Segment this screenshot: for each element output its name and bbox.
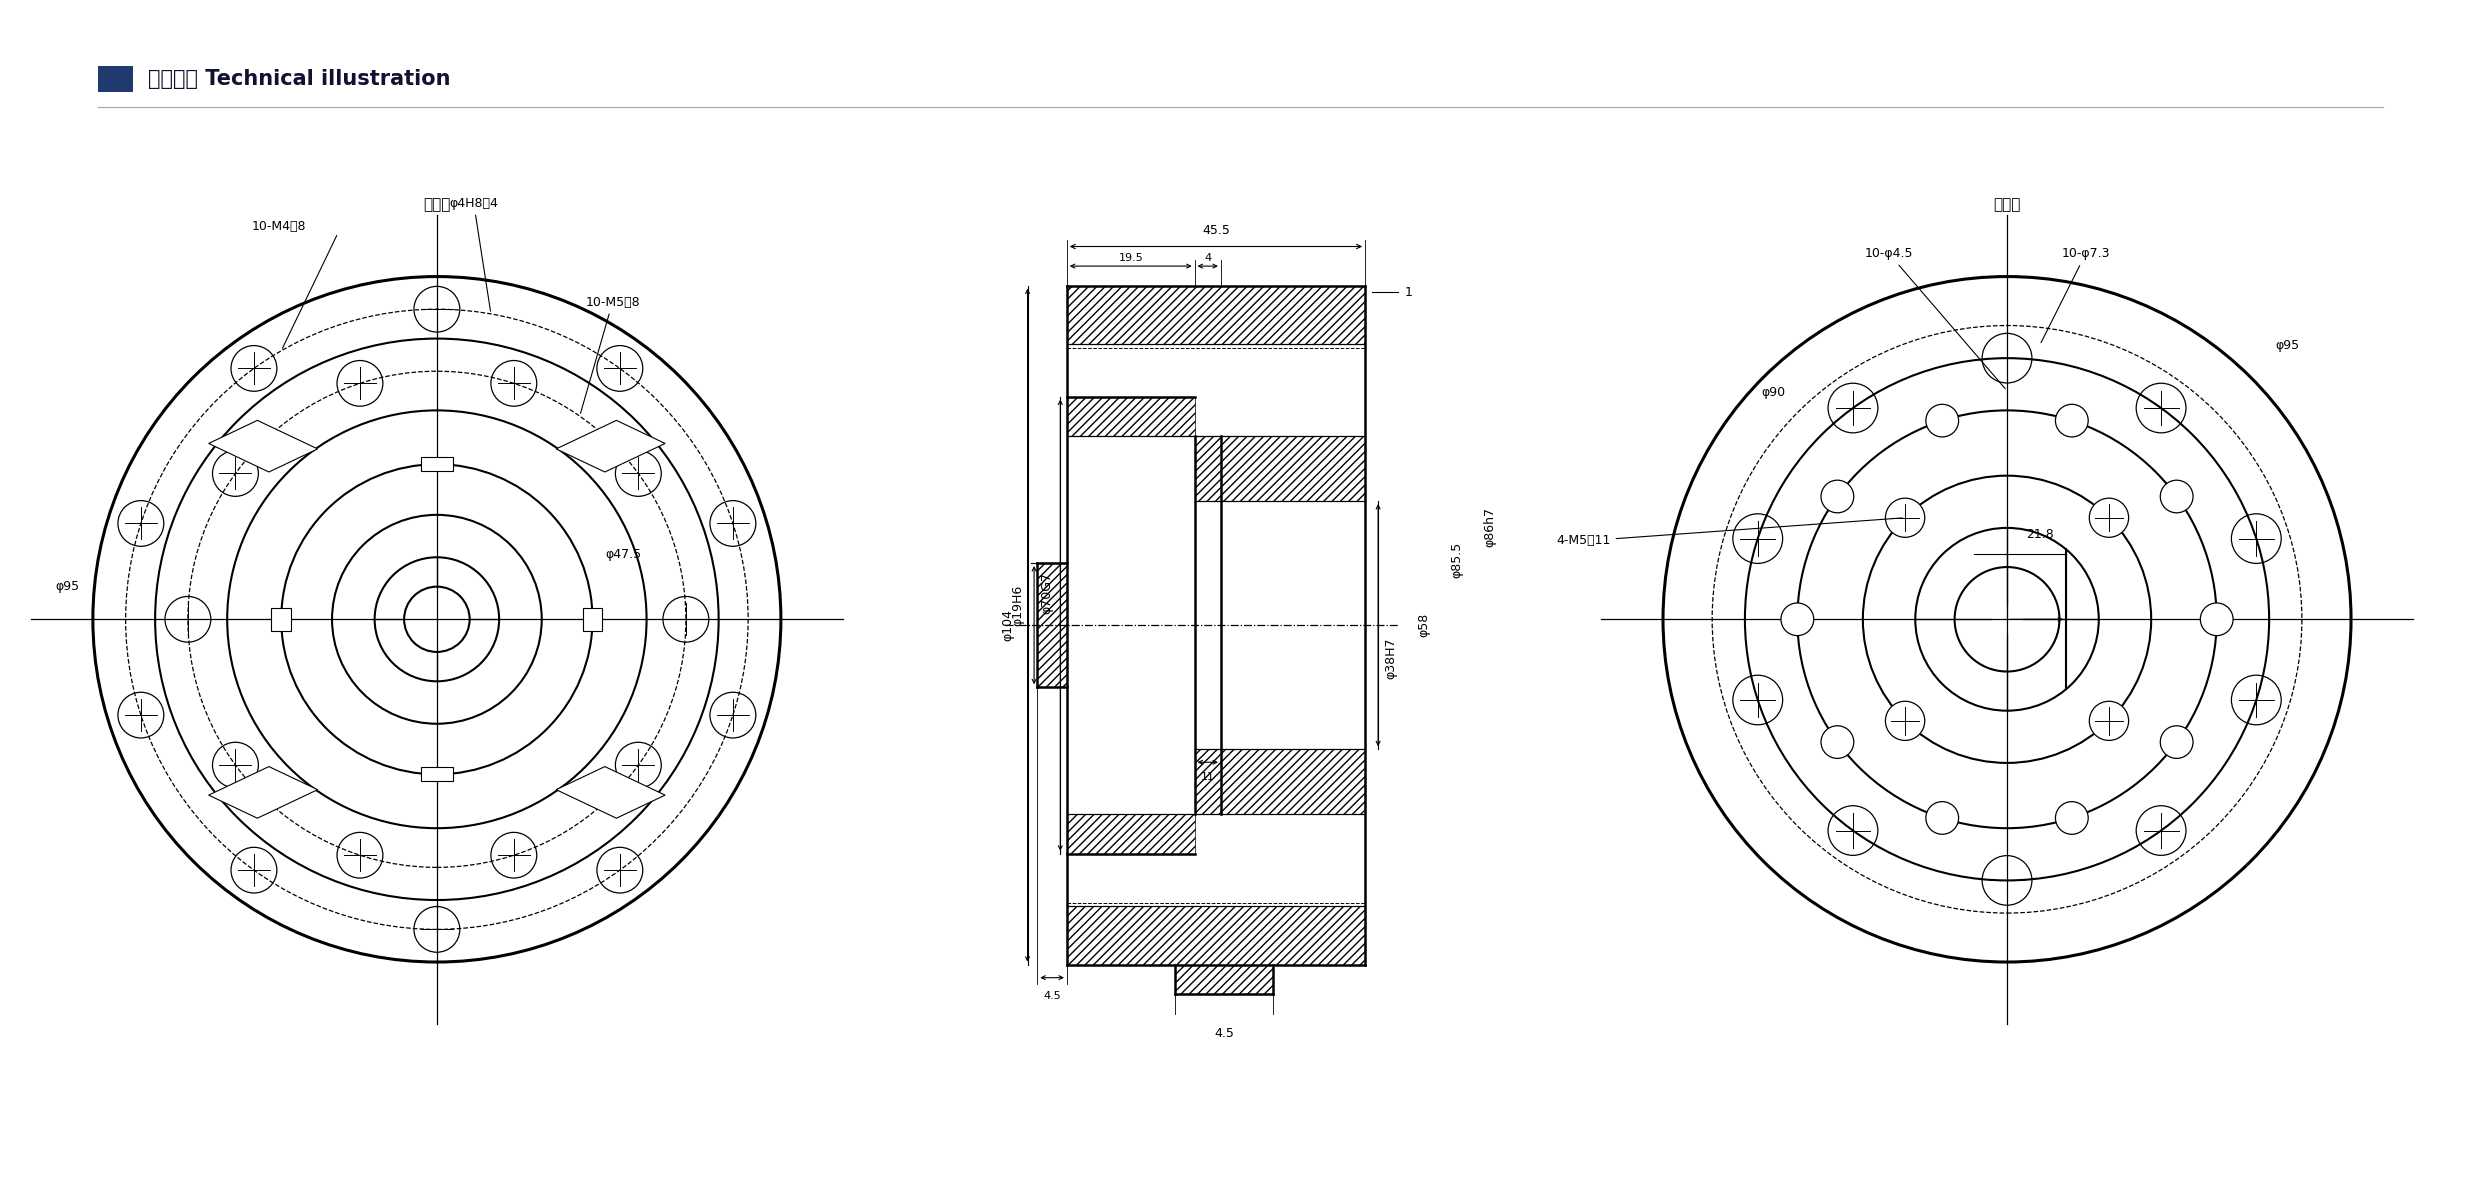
Bar bbox=[1067, 396, 1196, 435]
Text: φ86h7: φ86h7 bbox=[1484, 507, 1496, 548]
Text: 输出端: 输出端 bbox=[424, 197, 452, 212]
Text: φ58: φ58 bbox=[1417, 614, 1432, 637]
Ellipse shape bbox=[1821, 726, 1853, 759]
Ellipse shape bbox=[1886, 701, 1925, 740]
Text: 输入端: 输入端 bbox=[1992, 197, 2020, 212]
Text: 10-M4深8: 10-M4深8 bbox=[251, 219, 305, 232]
Text: 4.5: 4.5 bbox=[1213, 1027, 1233, 1040]
Ellipse shape bbox=[2054, 405, 2089, 437]
Text: 10-M5深8: 10-M5深8 bbox=[581, 296, 640, 413]
Ellipse shape bbox=[2161, 726, 2193, 759]
Bar bbox=[583, 608, 603, 631]
Bar bbox=[1176, 964, 1273, 994]
Bar bbox=[1067, 814, 1196, 853]
Text: 10-φ7.3: 10-φ7.3 bbox=[2042, 248, 2109, 342]
Text: φ4H8深4: φ4H8深4 bbox=[449, 197, 499, 312]
Ellipse shape bbox=[1821, 480, 1853, 513]
Text: φ95: φ95 bbox=[55, 581, 79, 594]
Text: 19.5: 19.5 bbox=[1119, 253, 1144, 263]
Text: 10-φ4.5: 10-φ4.5 bbox=[1866, 248, 2005, 388]
Ellipse shape bbox=[1781, 603, 1814, 636]
Bar bbox=[1037, 563, 1067, 687]
Bar bbox=[419, 767, 454, 781]
Text: 4.5: 4.5 bbox=[1042, 991, 1062, 1001]
Ellipse shape bbox=[2201, 603, 2233, 636]
Bar bbox=[208, 767, 318, 818]
Bar bbox=[270, 608, 290, 631]
Bar bbox=[1067, 906, 1365, 964]
Ellipse shape bbox=[1925, 405, 1958, 437]
Text: 4-M5深11: 4-M5深11 bbox=[1556, 518, 1903, 548]
Ellipse shape bbox=[1925, 801, 1958, 834]
Text: 45.5: 45.5 bbox=[1201, 224, 1231, 237]
Bar bbox=[1067, 286, 1365, 345]
Text: 4: 4 bbox=[1203, 253, 1211, 263]
Bar bbox=[556, 767, 665, 818]
Ellipse shape bbox=[2161, 480, 2193, 513]
Text: 技术插图 Technical illustration: 技术插图 Technical illustration bbox=[146, 70, 449, 90]
Text: 21.8: 21.8 bbox=[2027, 527, 2054, 540]
Bar bbox=[556, 420, 665, 472]
Bar bbox=[99, 66, 134, 92]
Text: φ47.5: φ47.5 bbox=[605, 548, 643, 560]
Text: φ19H6: φ19H6 bbox=[1012, 585, 1025, 627]
Ellipse shape bbox=[2054, 801, 2089, 834]
Bar bbox=[1196, 435, 1365, 502]
Text: 11: 11 bbox=[1201, 772, 1216, 782]
Text: φ90: φ90 bbox=[1762, 386, 1786, 399]
Ellipse shape bbox=[1886, 498, 1925, 537]
Bar bbox=[1196, 749, 1365, 814]
Ellipse shape bbox=[2089, 701, 2129, 740]
Text: φ38H7: φ38H7 bbox=[1384, 637, 1397, 678]
Bar bbox=[208, 420, 318, 472]
Text: 1: 1 bbox=[1404, 286, 1412, 299]
Text: φ70G7: φ70G7 bbox=[1040, 571, 1054, 614]
Text: φ104: φ104 bbox=[1002, 609, 1015, 641]
Bar bbox=[419, 458, 454, 471]
Ellipse shape bbox=[2089, 498, 2129, 537]
Text: φ95: φ95 bbox=[2275, 339, 2300, 352]
Text: φ85.5: φ85.5 bbox=[1451, 542, 1464, 578]
